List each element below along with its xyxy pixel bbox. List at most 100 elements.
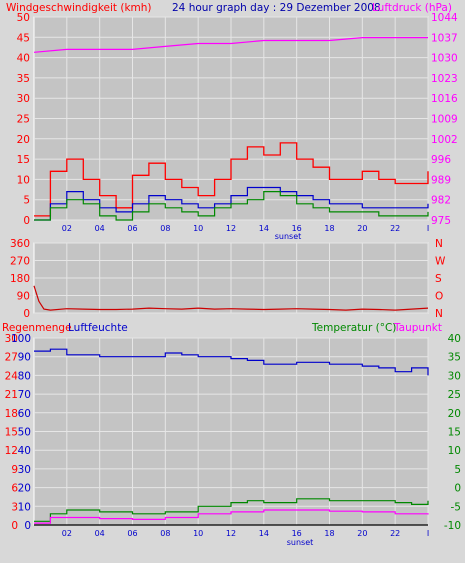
temperature-axis-ticks: -10 -5 0 5 10 15 20 25 30 35 40 <box>444 333 461 532</box>
temperature-tick-label: 35 <box>448 352 461 364</box>
chart-title: 24 hour graph day : 29 Dezember 2008 <box>172 2 381 14</box>
humidity-line <box>34 348 429 376</box>
rain-tick-label: 3 <box>11 501 18 513</box>
x-tick-label: 02 <box>62 529 72 538</box>
wind_avg-line <box>34 186 429 221</box>
humidity-tick-label: 10 <box>18 501 31 513</box>
x-tick-label: 04 <box>95 224 105 233</box>
temperature-tick-label: 25 <box>448 389 461 401</box>
dewpoint-line <box>34 509 429 524</box>
humidity-tick-label: 90 <box>18 352 31 364</box>
humidity-tick-label: 50 <box>18 427 31 439</box>
wind-tick-label: 0 <box>23 215 30 227</box>
direction-panel-series <box>33 285 429 311</box>
rain-tick-label: 24 <box>5 370 19 382</box>
wind-axis-title: Windgeschwindigkeit (kmh) <box>6 2 152 14</box>
wind-tick-label: 5 <box>23 195 30 207</box>
x-tick-label: 04 <box>95 529 105 538</box>
rain-axis-title: Regenmenge <box>2 322 72 334</box>
pressure-tick-label: 1030 <box>431 53 458 65</box>
humidity-tick-label: 40 <box>18 445 31 457</box>
temperature-axis-title: Temperatur (°C) <box>311 322 396 334</box>
pressure-tick-label: 1002 <box>431 134 458 146</box>
direction-degree-label: 270 <box>10 256 30 268</box>
direction-compass-label: N <box>435 308 443 320</box>
pressure-tick-label: 989 <box>431 174 451 186</box>
humidity-tick-label: 30 <box>18 464 31 476</box>
direction-degree-label: 180 <box>10 273 30 285</box>
wind-tick-label: 30 <box>17 93 30 105</box>
gust-line <box>34 142 429 217</box>
x-tick-label: 02 <box>62 224 72 233</box>
x-tick-label: 06 <box>127 224 137 233</box>
pressure-axis-ticks: 975 982 989 996 1002 1009 1016 1023 1030 1037 1044 <box>431 12 458 227</box>
direction-compass-label: N <box>435 238 443 250</box>
x-tick-label: 22 <box>390 529 400 538</box>
direction-panel-grid <box>33 242 429 314</box>
rain-tick-label: 9 <box>11 464 18 476</box>
humidity-panel-grid <box>33 337 429 526</box>
x-tick-label: 10 <box>193 529 203 538</box>
rain-tick-label: 0 <box>11 520 18 532</box>
pressure-tick-label: 1023 <box>431 73 458 85</box>
rain-tick-label: 6 <box>11 483 18 495</box>
direction-degree-label: 90 <box>17 291 30 303</box>
temperature-line <box>34 498 429 522</box>
rain-axis-ticks: 0 3 6 9 12 15 18 21 24 27 30 <box>5 333 19 532</box>
humidity-tick-label: 70 <box>18 389 31 401</box>
humidity-tick-label: 60 <box>18 408 31 420</box>
temperature-tick-label: -5 <box>451 501 461 513</box>
pressure-axis-title: Luftdruck (hPa) <box>372 2 452 14</box>
x-tick-label: 06 <box>127 529 137 538</box>
direction-compass-label: W <box>435 256 446 268</box>
temperature-tick-label: 0 <box>454 483 461 495</box>
pressure-tick-label: 1037 <box>431 32 458 44</box>
temperature-tick-label: 30 <box>448 370 461 382</box>
x-tick-label: I <box>427 529 429 538</box>
humidity-panel-series <box>34 348 429 526</box>
pressure-tick-label: 982 <box>431 195 451 207</box>
pressure-tick-label: 1009 <box>431 114 458 126</box>
rain-tick-label: 12 <box>5 445 18 457</box>
x-tick-label: 14 <box>259 529 269 538</box>
x-tick-label: 22 <box>390 224 400 233</box>
x-tick-label: 16 <box>292 224 302 233</box>
direction-degree-label: 360 <box>10 238 30 250</box>
x-tick-label: 20 <box>357 224 367 233</box>
x-tick-label: 12 <box>226 224 236 233</box>
wind-tick-label: 20 <box>17 134 30 146</box>
rain-tick-label: 18 <box>5 408 18 420</box>
temperature-tick-label: 10 <box>448 445 461 457</box>
humidity-axis-title: Luftfeuchte <box>68 322 128 334</box>
x-tick-label: 12 <box>226 529 236 538</box>
temperature-tick-label: -10 <box>444 520 461 532</box>
wind-panel-x-ticks: 02 04 06 08 10 12 14 16 18 20 22 I <box>62 224 429 233</box>
temperature-tick-label: 20 <box>448 408 461 420</box>
direction-degree-ticks: 0 90 180 270 360 <box>10 238 30 320</box>
temperature-tick-label: 15 <box>448 427 461 439</box>
wind-tick-label: 40 <box>17 53 30 65</box>
x-tick-label: 18 <box>324 224 334 233</box>
pressure-tick-label: 1044 <box>431 12 458 24</box>
x-tick-label: 18 <box>324 529 334 538</box>
wind-tick-label: 15 <box>17 154 30 166</box>
rain-tick-label: 21 <box>5 389 18 401</box>
rain-tick-label: 30 <box>5 333 18 345</box>
wind_min-line <box>34 191 429 221</box>
wind-tick-label: 35 <box>17 73 30 85</box>
x-tick-label: 08 <box>160 529 170 538</box>
humidity-tick-label: 80 <box>18 370 31 382</box>
temperature-tick-label: 40 <box>448 333 461 345</box>
humidity-tick-label: 20 <box>18 483 31 495</box>
wind-tick-label: 50 <box>17 12 30 24</box>
pressure-tick-label: 975 <box>431 215 451 227</box>
temperature-tick-label: 5 <box>454 464 461 476</box>
wind-panel-grid <box>33 16 429 221</box>
wind-tick-label: 25 <box>17 114 30 126</box>
x-tick-label: 20 <box>357 529 367 538</box>
rain-tick-label: 15 <box>5 427 18 439</box>
x-tick-label: 16 <box>292 529 302 538</box>
x-tick-label: I <box>427 224 429 233</box>
direction-degree-label: 0 <box>23 308 30 320</box>
